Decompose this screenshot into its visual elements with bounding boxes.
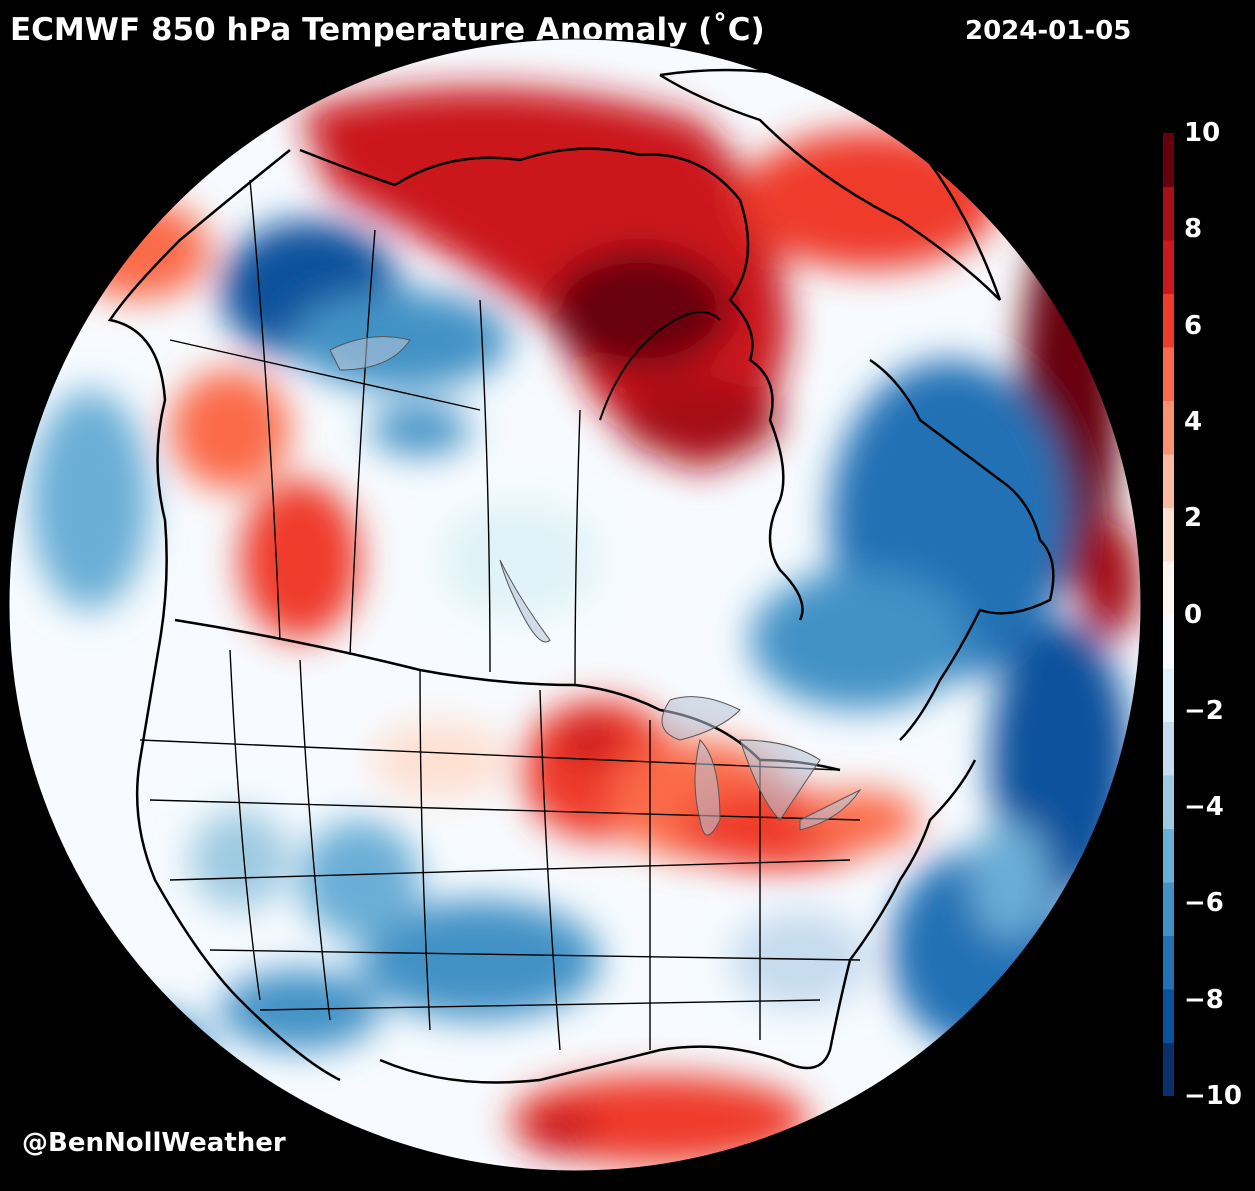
colorbar-swatch <box>1163 347 1174 401</box>
colorbar-tick-label: −6 <box>1184 888 1224 919</box>
colorbar-swatch <box>1163 775 1174 829</box>
colorbar-swatch <box>1163 454 1174 508</box>
colorbar-swatch <box>1163 935 1174 990</box>
colorbar-swatch <box>1163 133 1174 187</box>
colorbar-swatch <box>1163 507 1174 562</box>
colorbar-swatch <box>1163 561 1174 615</box>
globe-outline <box>8 38 1142 1172</box>
colorbar-swatch <box>1163 186 1174 241</box>
figure-title: ECMWF 850 hPa Temperature Anomaly (˚C) <box>10 12 765 48</box>
colorbar-swatch <box>1163 989 1174 1043</box>
colorbar-swatch <box>1163 400 1174 455</box>
colorbar-swatch <box>1163 293 1174 348</box>
colorbar-tick-label: −10 <box>1184 1081 1242 1111</box>
colorbar-swatch <box>1163 828 1174 883</box>
colorbar-tick-label: 10 <box>1184 118 1221 148</box>
colorbar-swatch <box>1163 882 1174 936</box>
colorbar-swatch <box>1163 668 1174 722</box>
colorbar-swatch <box>1163 721 1174 776</box>
colorbar-swatch <box>1163 1042 1174 1096</box>
colorbar-tick-label: −8 <box>1184 984 1224 1015</box>
colorbar <box>1163 133 1174 1096</box>
colorbar-tick-label: −2 <box>1184 695 1224 726</box>
colorbar-tick-label: 8 <box>1184 214 1203 245</box>
anomaly-field <box>30 87 1140 1165</box>
colorbar-tick-label: −4 <box>1184 792 1224 823</box>
credit-label: @BenNollWeather <box>22 1128 286 1158</box>
colorbar-tick-label: 2 <box>1184 503 1203 534</box>
date-label: 2024-01-05 <box>965 16 1132 46</box>
borders <box>139 179 861 1051</box>
colorbar-swatch <box>1163 240 1174 294</box>
colorbar-tick-label: 0 <box>1184 599 1203 630</box>
colorbar-tick-label: 6 <box>1184 310 1203 341</box>
coastlines <box>107 68 1055 1084</box>
colorbar-tick-label: 4 <box>1184 406 1203 437</box>
lakes <box>329 336 862 836</box>
colorbar-swatch <box>1163 614 1174 669</box>
